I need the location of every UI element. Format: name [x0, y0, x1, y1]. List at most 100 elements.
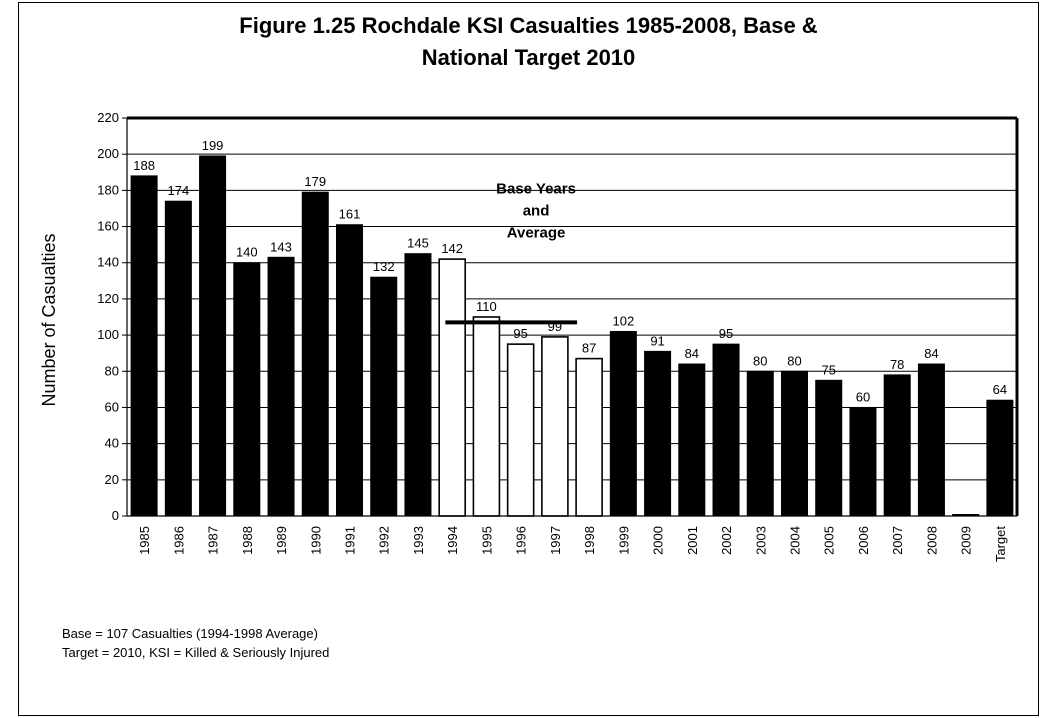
- bar-value-label: 102: [612, 313, 634, 328]
- bar-value-label: 75: [821, 362, 835, 377]
- y-tick-label: 20: [105, 472, 119, 487]
- bar: [575, 357, 603, 517]
- x-tick-label: 2001: [685, 526, 700, 555]
- bar-value-label: 78: [890, 357, 904, 372]
- x-tick-label: 1993: [411, 526, 426, 555]
- bar-value-label: 174: [167, 183, 189, 198]
- x-tick-label: 1999: [616, 526, 631, 555]
- chart-title-line-2: National Target 2010: [421, 45, 636, 70]
- bar-value-label: 143: [270, 239, 292, 254]
- y-tick-label: 120: [97, 291, 119, 306]
- x-tick-label: 1996: [514, 526, 529, 555]
- bar-value-label: 84: [924, 346, 938, 361]
- bar: [370, 276, 398, 517]
- bar: [746, 370, 774, 517]
- bar-value-label: 84: [685, 346, 699, 361]
- bar: [986, 399, 1014, 517]
- footnote-target: Target = 2010, KSI = Killed & Seriously …: [62, 645, 330, 660]
- x-tick-label: 1990: [308, 526, 323, 555]
- bar: [883, 374, 911, 517]
- chart-title: Figure 1.25 Rochdale KSI Casualties 1985…: [18, 10, 1039, 74]
- bar: [472, 316, 501, 517]
- y-tick-label: 0: [112, 508, 119, 523]
- bar-value-label: 95: [513, 326, 527, 341]
- x-tick-label: 2000: [651, 526, 666, 555]
- annotation-line: Base Years: [496, 180, 576, 197]
- bar-value-label: 110: [476, 299, 497, 314]
- bar-value-label: 80: [753, 353, 767, 368]
- bar-value-label: 95: [719, 326, 733, 341]
- bar-value-label: 140: [236, 245, 258, 260]
- x-tick-label: 1988: [240, 526, 255, 555]
- bar-value-label: 64: [993, 382, 1007, 397]
- bars: [130, 155, 1014, 517]
- x-tick-label: 1995: [479, 526, 494, 555]
- x-tick-label: Target: [993, 526, 1008, 563]
- x-tick-label: 1985: [137, 526, 152, 555]
- bar: [233, 262, 261, 517]
- bar: [780, 370, 809, 517]
- y-tick-label: 200: [97, 146, 119, 161]
- annotation-line: Average: [507, 224, 566, 241]
- bar: [815, 379, 843, 517]
- bar: [130, 175, 158, 517]
- bar: [199, 155, 227, 517]
- x-tick-label: 2002: [719, 526, 734, 555]
- bar: [712, 343, 740, 517]
- x-tick-label: 2008: [924, 526, 939, 555]
- footnote-base: Base = 107 Casualties (1994-1998 Average…: [62, 626, 318, 641]
- y-tick-label: 220: [97, 110, 119, 125]
- x-tick-label: 1991: [343, 526, 358, 555]
- bar-value-label: 91: [650, 333, 664, 348]
- y-tick-label: 40: [105, 436, 119, 451]
- x-tick-label: 2004: [788, 526, 803, 555]
- x-tick-label: 2009: [959, 526, 974, 555]
- y-tick-label: 100: [97, 327, 119, 342]
- x-tick-label: 2006: [856, 526, 871, 555]
- bar: [506, 343, 535, 517]
- bar: [404, 253, 432, 517]
- gridlines: [127, 117, 1017, 481]
- annotation-line: and: [523, 202, 550, 219]
- y-tick-label: 140: [97, 255, 119, 270]
- bar: [644, 350, 672, 517]
- bar-value-label: 145: [407, 236, 429, 251]
- x-tick-label: 1989: [274, 526, 289, 555]
- y-tick-label: 180: [97, 182, 119, 197]
- x-tick-label: 1994: [445, 526, 460, 555]
- bar: [917, 363, 945, 517]
- y-tick-label: 60: [105, 399, 119, 414]
- chart-title-line-1: Figure 1.25 Rochdale KSI Casualties 1985…: [239, 13, 818, 38]
- x-tick-label: 1992: [377, 526, 392, 555]
- x-tick-label: 2003: [753, 526, 768, 555]
- bar-value-label: 60: [856, 389, 870, 404]
- bar: [609, 330, 637, 517]
- bar: [301, 191, 329, 517]
- bar: [335, 224, 364, 517]
- x-tick-label: 2007: [890, 526, 905, 555]
- bar: [541, 336, 569, 517]
- axes: 0 20 40 60 80 100 120 140 160 180 200 220 1985 1986 19…: [97, 110, 1019, 563]
- x-tick-label: 1987: [206, 526, 221, 555]
- x-tick-label: 1986: [171, 526, 186, 555]
- y-axis-title: Number of Casualties: [39, 233, 59, 406]
- bar-value-label: 199: [202, 138, 224, 153]
- bar-value-label: 188: [133, 158, 155, 173]
- bar-value-label: 179: [304, 174, 326, 189]
- x-tick-label: 1998: [582, 526, 597, 555]
- bar-value-label: 161: [339, 207, 361, 222]
- bar-value-label: 132: [373, 259, 395, 274]
- bar: [678, 363, 706, 517]
- bar-value-label: 80: [787, 353, 801, 368]
- bar: [164, 200, 192, 517]
- bar-value-label: 87: [582, 341, 596, 356]
- x-tick-label: 1997: [548, 526, 563, 555]
- y-tick-label: 80: [105, 363, 119, 378]
- y-tick-label: 160: [97, 219, 119, 234]
- x-tick-label: 2005: [822, 526, 837, 555]
- bar-value-label: 142: [441, 241, 463, 256]
- base-years-annotation: Base Years and Average: [445, 180, 578, 325]
- bar: [438, 258, 466, 517]
